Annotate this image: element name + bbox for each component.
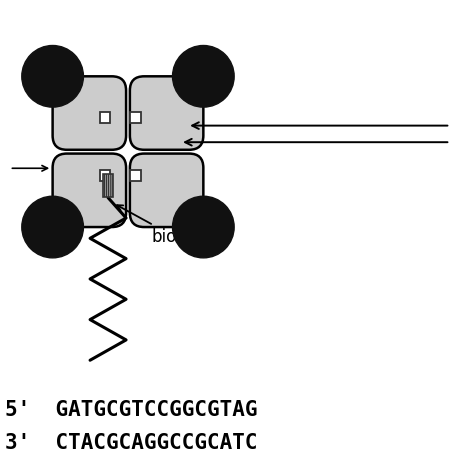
Bar	[100, 170, 110, 181]
FancyBboxPatch shape	[130, 154, 203, 227]
Text: 3'  CTACGCAGGCCGCATC: 3' CTACGCAGGCCGCATC	[5, 433, 257, 453]
Circle shape	[173, 196, 234, 258]
FancyBboxPatch shape	[53, 154, 126, 227]
FancyBboxPatch shape	[53, 76, 126, 150]
Bar	[100, 112, 110, 123]
Text: 5'  GATGCGTCCGGCGTAG: 5' GATGCGTCCGGCGTAG	[5, 400, 257, 420]
Bar	[130, 170, 141, 181]
Circle shape	[22, 46, 83, 107]
Bar	[103, 174, 113, 197]
Circle shape	[173, 46, 234, 107]
Text: biotin: biotin	[117, 205, 199, 246]
FancyBboxPatch shape	[130, 76, 203, 150]
Bar	[130, 112, 141, 123]
Circle shape	[22, 196, 83, 258]
